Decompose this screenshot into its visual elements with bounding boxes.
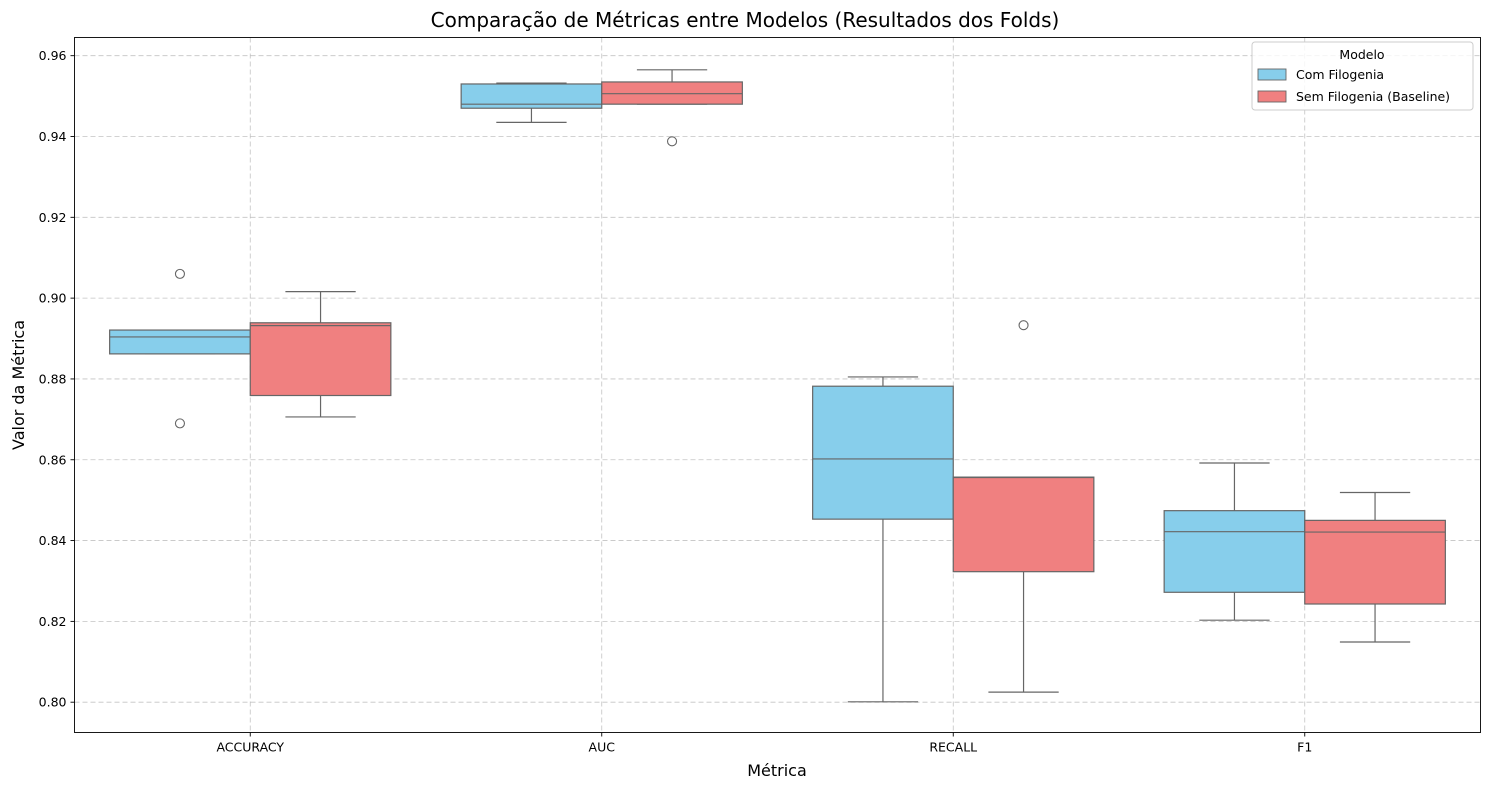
x-axis-label: Métrica (747, 761, 807, 780)
y-tick-label: 0.86 (39, 452, 67, 467)
legend: Modelo Com Filogenia Sem Filogenia (Base… (1251, 41, 1474, 111)
box-f1-com-filogenia (1163, 462, 1306, 621)
box-iqr (812, 385, 954, 520)
box-auc-com-filogenia (460, 82, 603, 123)
box-iqr (109, 329, 251, 355)
y-tick-label: 0.92 (39, 210, 67, 225)
box-recall-sem-filogenia-baseline (952, 320, 1095, 693)
outlier-point (174, 268, 185, 279)
box-layer (109, 69, 1446, 703)
x-tick-label-auc: AUC (589, 740, 616, 755)
box-iqr (952, 476, 1095, 573)
x-tick-label-recall: RECALL (929, 740, 977, 755)
y-tick-label: 0.82 (39, 614, 67, 629)
plot-frame (74, 37, 1481, 733)
y-tick-label: 0.90 (39, 291, 67, 306)
x-axis: ACCURACY AUC RECALL F1 (216, 732, 1312, 755)
y-tick-label: 0.80 (39, 695, 67, 710)
box-accuracy-com-filogenia (109, 268, 251, 429)
box-accuracy-sem-filogenia-baseline (249, 291, 392, 418)
box-f1-sem-filogenia-baseline (1304, 491, 1446, 643)
box-iqr (1163, 510, 1306, 593)
outlier-point (174, 418, 185, 429)
legend-title: Modelo (1339, 47, 1384, 62)
legend-swatch-com-filogenia (1257, 68, 1287, 81)
y-axis-label: Valor da Métrica (9, 320, 28, 450)
x-tick-label-f1: F1 (1297, 740, 1312, 755)
box-recall-com-filogenia (812, 376, 954, 703)
legend-label-com-filogenia: Com Filogenia (1296, 67, 1384, 82)
box-iqr (601, 81, 743, 105)
grid-layer (74, 37, 1481, 733)
y-tick-label: 0.84 (39, 533, 67, 548)
box-auc-sem-filogenia-baseline (601, 69, 743, 147)
legend-frame (1251, 41, 1474, 111)
x-tick-label-accuracy: ACCURACY (216, 740, 284, 755)
y-axis: 0.80 0.82 0.84 0.86 0.88 0.90 0.92 0.94 0.96 (39, 48, 75, 710)
box-iqr (249, 322, 392, 397)
y-tick-label: 0.88 (39, 371, 67, 386)
chart-title: Comparação de Métricas entre Modelos (Re… (431, 8, 1060, 32)
legend-label-sem-filogenia: Sem Filogenia (Baseline) (1296, 89, 1450, 104)
legend-swatch-sem-filogenia (1257, 90, 1287, 103)
box-iqr (1304, 519, 1446, 605)
outlier-point (1018, 320, 1029, 331)
y-tick-label: 0.94 (39, 129, 67, 144)
outlier-point (666, 136, 678, 147)
y-tick-label: 0.96 (39, 48, 67, 63)
